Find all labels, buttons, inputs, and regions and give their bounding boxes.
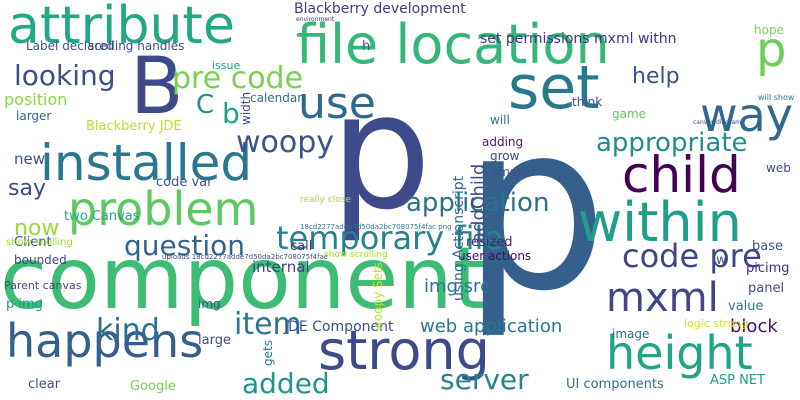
word: large bbox=[198, 334, 231, 347]
word: environment bbox=[296, 17, 334, 23]
word: 18cd2277adde7d50da2bc708075f4fac png bbox=[300, 224, 452, 231]
word: scolling handles bbox=[88, 40, 184, 52]
word: p img bbox=[6, 298, 43, 311]
word: hope bbox=[754, 24, 784, 36]
word: addChild bbox=[470, 164, 488, 243]
word: will show bbox=[758, 94, 794, 102]
word: will bbox=[490, 114, 510, 126]
word: Blackberry development bbox=[294, 2, 466, 16]
word: set bbox=[508, 58, 600, 118]
word: call bbox=[290, 240, 312, 253]
word: Google bbox=[130, 380, 176, 393]
word: woopy bbox=[236, 128, 334, 158]
word: logic strong bbox=[684, 318, 748, 329]
word: Blackberry JDE bbox=[86, 120, 182, 133]
word: h bbox=[362, 40, 370, 53]
word: picimg bbox=[746, 262, 790, 275]
word: Parent canvas bbox=[4, 280, 81, 291]
word: installed bbox=[40, 138, 252, 188]
word: base bbox=[752, 240, 783, 253]
word: issue bbox=[212, 60, 240, 71]
word: kind bbox=[96, 316, 160, 346]
word: width bbox=[240, 92, 252, 125]
word: web bbox=[766, 162, 791, 174]
word: w bbox=[716, 254, 727, 267]
word: say bbox=[8, 178, 46, 200]
word: UI components bbox=[566, 378, 664, 391]
word: ASP NET bbox=[710, 374, 765, 387]
word: game bbox=[612, 108, 646, 120]
word: web application bbox=[420, 318, 562, 336]
word: uploads 18cd2277adde7d50da2bc708075f4fac bbox=[162, 254, 328, 261]
word: panel bbox=[748, 282, 784, 295]
word: server bbox=[440, 366, 529, 394]
word: img bbox=[198, 298, 221, 310]
word: grow bbox=[490, 150, 519, 162]
word: new bbox=[14, 152, 45, 167]
word: calendar bbox=[250, 92, 302, 104]
word: show scolling bbox=[6, 238, 73, 248]
word: mxml bbox=[606, 278, 719, 318]
word: image bbox=[612, 328, 649, 340]
word: C bbox=[196, 92, 214, 118]
word: really close bbox=[300, 196, 351, 205]
word: value bbox=[728, 300, 764, 313]
word: woopy Sets bbox=[372, 262, 384, 331]
word: internal bbox=[252, 260, 310, 275]
word: code var bbox=[156, 176, 213, 189]
word: bounded bbox=[14, 254, 67, 266]
word: clear bbox=[28, 378, 60, 391]
word: looking bbox=[14, 62, 116, 90]
word: user actions bbox=[458, 250, 531, 262]
word: added bbox=[242, 370, 330, 398]
word: show scrolling bbox=[324, 251, 388, 260]
word: help bbox=[632, 66, 680, 88]
word: code pre bbox=[622, 240, 762, 272]
word: larger bbox=[16, 110, 51, 122]
word: gets bbox=[262, 340, 274, 366]
word: b bbox=[222, 100, 240, 128]
word: smaller bbox=[492, 166, 536, 178]
word: think bbox=[572, 96, 602, 108]
word: two Canvas bbox=[64, 210, 140, 223]
word: use bbox=[298, 82, 376, 126]
word: using Actionscript bbox=[452, 176, 466, 301]
word: set permissions mxml withn bbox=[480, 32, 677, 46]
word: position bbox=[4, 92, 67, 108]
word: adding bbox=[482, 136, 523, 148]
word: canvas diagram bbox=[693, 120, 741, 126]
word: appropriate bbox=[596, 130, 748, 156]
